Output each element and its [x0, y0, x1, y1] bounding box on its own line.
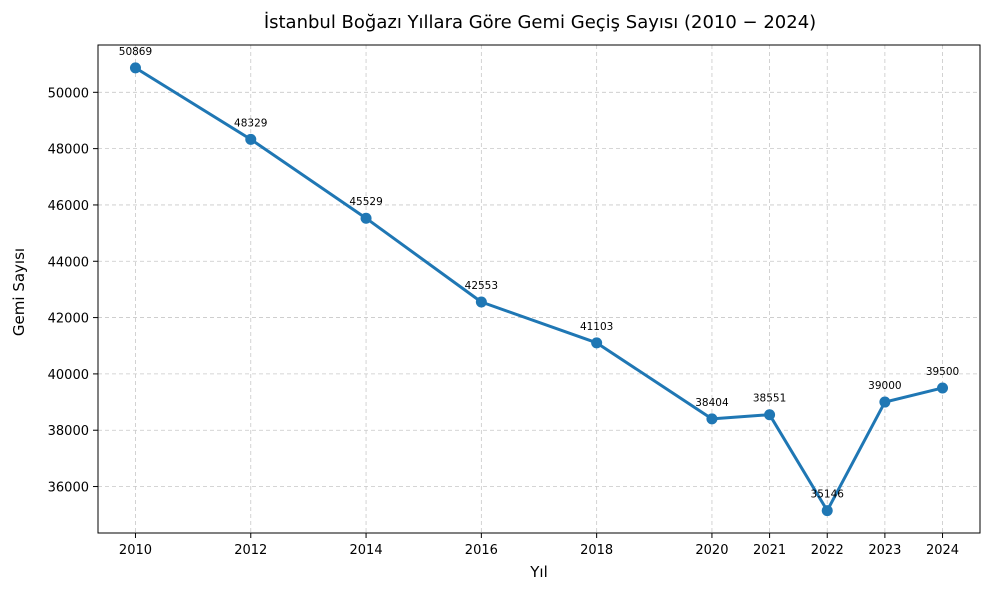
data-label: 41103	[580, 321, 613, 333]
data-label: 48329	[234, 117, 267, 129]
data-label: 42553	[465, 280, 498, 292]
y-tick-label: 40000	[48, 368, 89, 383]
y-tick-label: 46000	[48, 199, 89, 214]
x-axis-title: Yıl	[529, 563, 548, 581]
x-tick-label: 2020	[695, 543, 728, 558]
y-axis-title: Gemi Sayısı	[10, 248, 28, 336]
data-point	[821, 505, 833, 517]
data-label: 50869	[119, 46, 152, 58]
data-label: 38551	[753, 393, 786, 405]
data-point	[591, 337, 603, 349]
y-tick-label: 50000	[48, 86, 89, 101]
data-point	[475, 296, 487, 308]
data-label: 39500	[926, 366, 959, 378]
data-label: 39000	[868, 380, 901, 392]
data-point	[764, 409, 776, 421]
x-tick-label: 2024	[926, 543, 959, 558]
data-point	[706, 413, 718, 425]
data-label: 35146	[811, 489, 845, 501]
data-point	[937, 382, 949, 394]
y-tick-label: 48000	[48, 143, 89, 158]
x-tick-label: 2018	[580, 543, 613, 558]
x-axis: 2010 2012 2014 2016 2018 2020 2021 2022 2023 2024	[119, 533, 959, 558]
series-layer: 50869 48329 45529 42553 41103 38404 38551 35146…	[119, 46, 959, 517]
x-tick-label: 2012	[234, 543, 267, 558]
data-point	[129, 62, 141, 74]
x-tick-label: 2014	[350, 543, 383, 558]
y-tick-label: 42000	[48, 312, 89, 327]
y-tick-label: 38000	[48, 424, 89, 439]
data-point	[879, 396, 891, 408]
series-line	[134, 66, 943, 513]
x-tick-label: 2023	[868, 543, 901, 558]
x-tick-label: 2016	[465, 543, 498, 558]
data-label: 45529	[349, 196, 382, 208]
grid	[98, 45, 980, 533]
data-point	[360, 212, 372, 224]
y-axis: 36000 38000 40000 42000 44000 46000 48000 50000	[48, 86, 98, 496]
chart-title: İstanbul Boğazı Yıllara Göre Gemi Geçiş …	[264, 12, 816, 33]
x-tick-label: 2010	[119, 543, 152, 558]
y-tick-label: 44000	[48, 255, 89, 270]
x-tick-label: 2021	[753, 543, 786, 558]
y-tick-label: 36000	[48, 481, 89, 496]
data-point	[245, 133, 257, 145]
plot-frame	[97, 44, 981, 534]
x-tick-label: 2022	[811, 543, 844, 558]
data-label: 38404	[695, 397, 729, 409]
